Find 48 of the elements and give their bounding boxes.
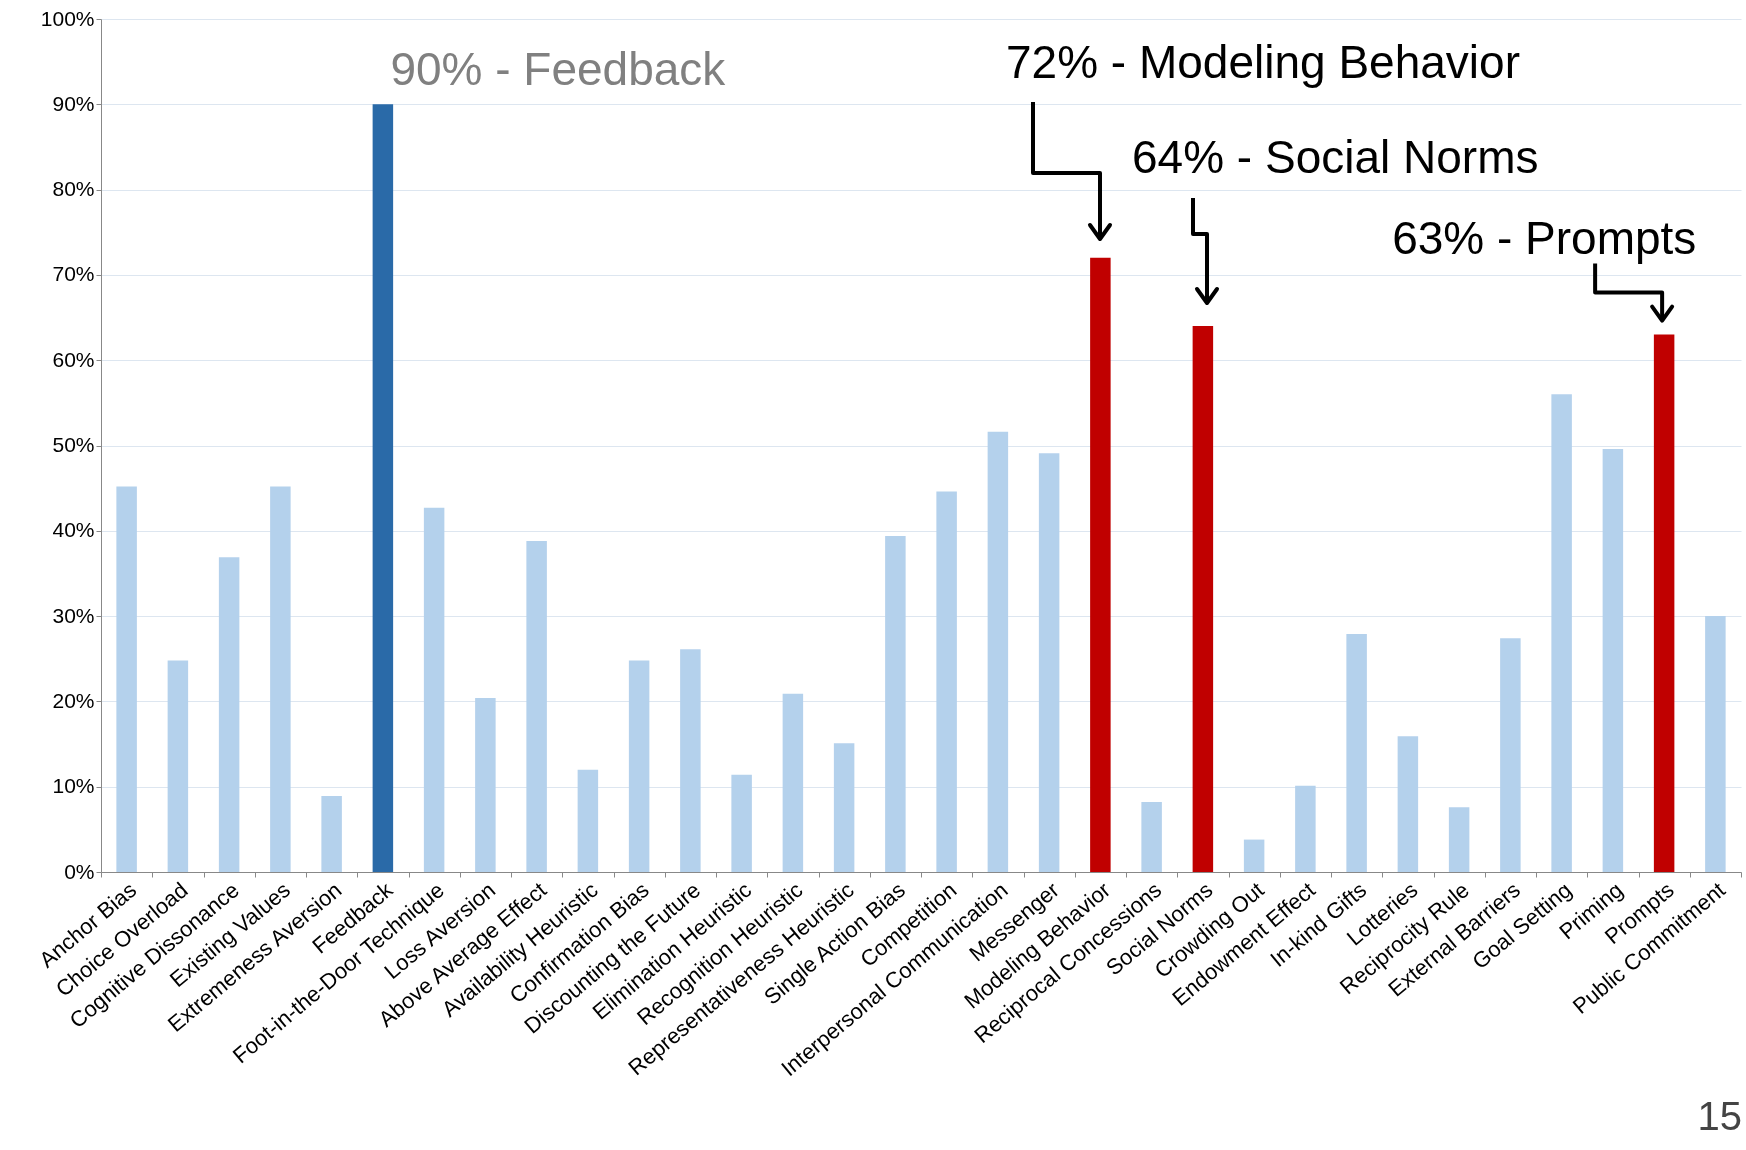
bar: [526, 541, 547, 872]
bar: [167, 660, 189, 872]
bar: [1346, 634, 1367, 872]
text: 15: [1697, 1094, 1742, 1138]
bar: [423, 507, 445, 872]
bar: [1295, 785, 1316, 872]
bar: [321, 796, 342, 872]
annotation: 72% - Modeling Behavior: [1006, 36, 1520, 88]
bar: [1038, 453, 1060, 872]
bar: [1448, 807, 1470, 872]
annotation: 90% - Feedback: [390, 43, 727, 96]
y-tick-label: 100%: [40, 6, 95, 30]
y-tick-label: 30%: [52, 603, 95, 627]
y-tick-label: 80%: [52, 177, 95, 201]
y-tick-label: 20%: [52, 688, 95, 712]
bar: [885, 535, 906, 872]
bar: [270, 486, 291, 872]
y-tick-label: 40%: [52, 518, 95, 542]
bar: [1551, 394, 1572, 872]
bar: [116, 486, 137, 872]
y-tick-label: 0%: [64, 859, 95, 883]
y-tick-label: 60%: [52, 347, 95, 371]
annotation: 64% - Social Norms: [1132, 131, 1539, 183]
y-tick-label: 50%: [52, 433, 95, 456]
bar: [1397, 736, 1419, 872]
y-tick-label: 10%: [52, 774, 95, 798]
bar: [833, 743, 855, 872]
bar: [218, 557, 240, 872]
bar: [782, 693, 804, 872]
bar: [475, 697, 496, 872]
bar: [372, 104, 394, 872]
bar: [1141, 802, 1162, 872]
bar: [1602, 448, 1624, 872]
bar: [731, 774, 752, 872]
bar: [936, 491, 957, 872]
bar: [680, 649, 701, 872]
bar: [1705, 616, 1726, 872]
bar: [987, 431, 1009, 872]
bar: [1090, 257, 1111, 872]
bar: [1653, 334, 1675, 872]
y-tick-label: 90%: [52, 91, 95, 115]
bar: [1192, 326, 1214, 872]
bar: [628, 660, 650, 872]
bar: [577, 769, 599, 872]
bar: [1500, 638, 1521, 872]
bar: [1243, 839, 1265, 872]
annotation: 63% - Prompts: [1392, 211, 1697, 264]
y-tick-label: 70%: [52, 262, 95, 286]
